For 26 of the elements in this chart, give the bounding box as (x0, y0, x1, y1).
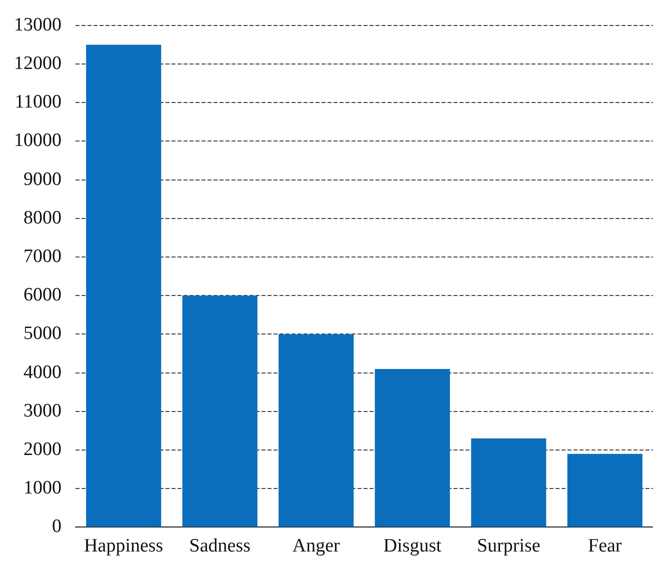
x-tick-label: Disgust (383, 536, 442, 557)
bar (374, 368, 450, 527)
y-tick-label: 13000 (14, 14, 62, 36)
y-tick-label: 8000 (24, 207, 62, 228)
x-tick-label: Anger (292, 536, 341, 557)
y-tick-label: 11000 (14, 92, 62, 113)
y-tick-label: 4000 (24, 362, 62, 383)
bar (471, 438, 546, 527)
x-tick-label: Sadness (189, 536, 250, 557)
y-tick-label: 12000 (14, 52, 62, 74)
y-tick-label: 0 (52, 516, 62, 538)
x-tick-label: Surprise (476, 536, 540, 557)
bar (567, 454, 642, 527)
bar (278, 334, 354, 527)
y-tick-label: 6000 (24, 284, 62, 306)
y-tick-label: 3000 (24, 400, 62, 422)
y-tick-label: 2000 (24, 438, 62, 460)
bar (86, 44, 162, 527)
y-tick-label: 5000 (24, 323, 62, 344)
x-tick-label: Happiness (84, 536, 164, 557)
y-tick-label: 9000 (24, 168, 62, 190)
x-tick-label: Fear (588, 536, 622, 557)
y-tick-label: 10000 (14, 130, 62, 152)
bar (182, 296, 258, 527)
y-tick-label: 1000 (24, 478, 62, 499)
y-tick-label: 7000 (24, 246, 62, 267)
